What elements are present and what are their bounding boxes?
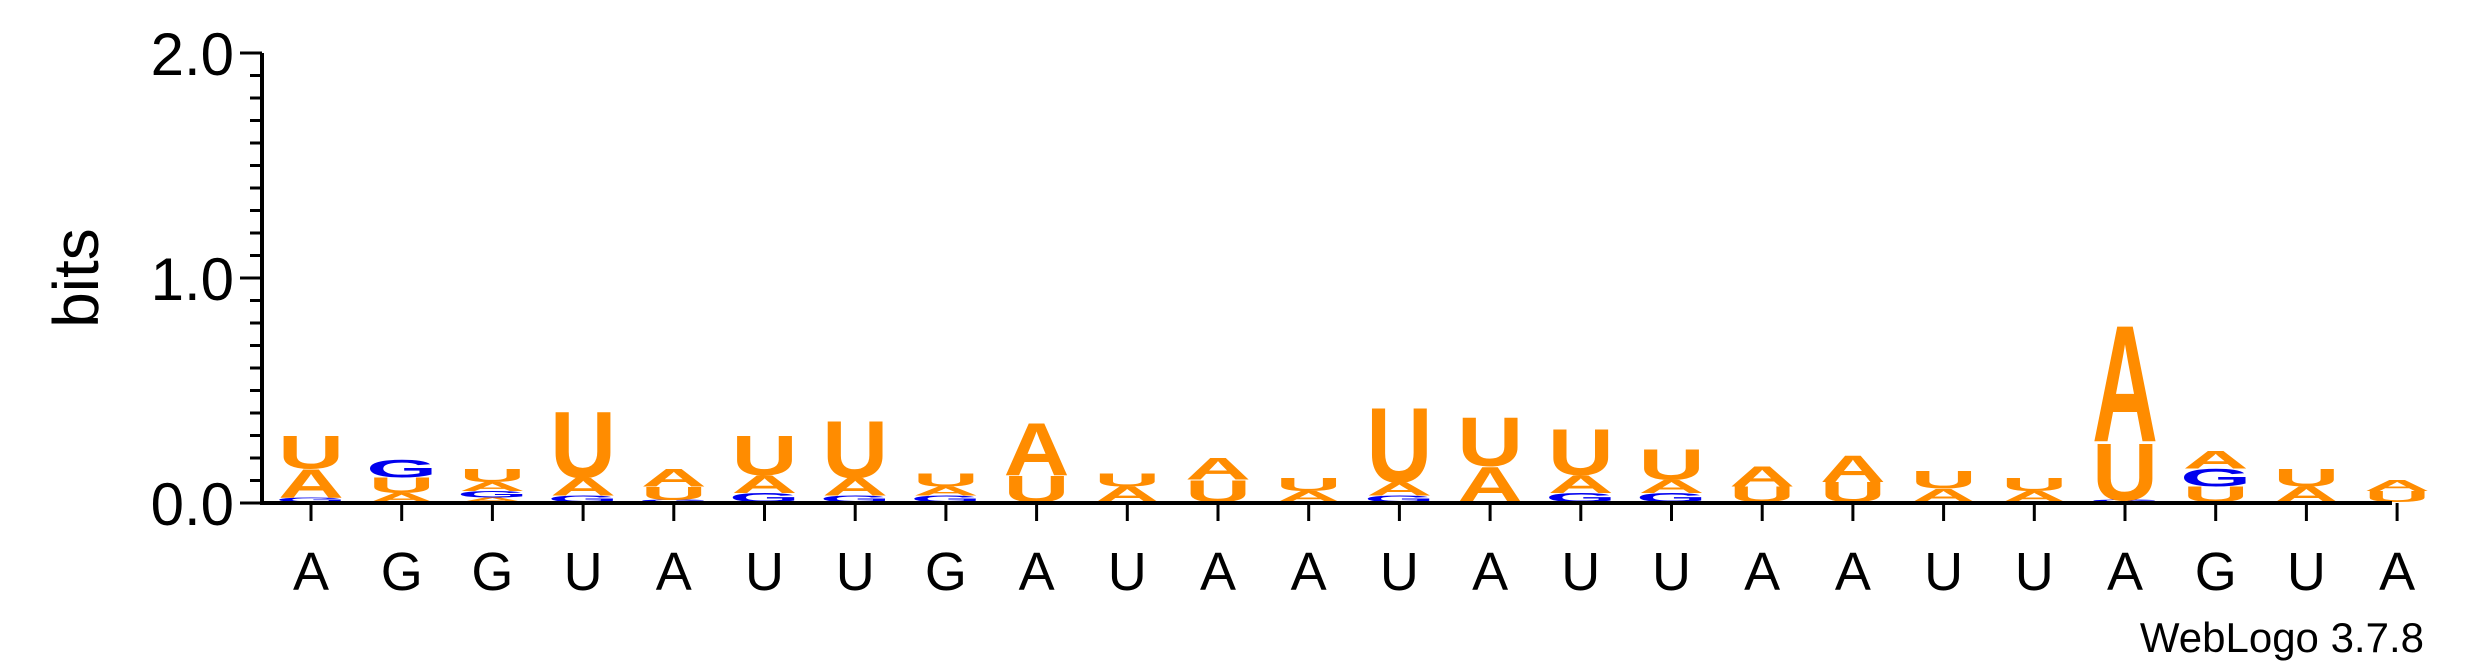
x-tick-label: U xyxy=(2015,542,2054,602)
logo-letter: G xyxy=(2180,464,2251,492)
footer-label: WebLogo 3.7.8 xyxy=(2140,614,2424,661)
logo-letter: A xyxy=(1911,485,1977,506)
logo-letter: U xyxy=(1276,474,1342,495)
logo-letter: A xyxy=(2183,446,2249,474)
logo-letter: U xyxy=(1366,386,1432,505)
logo-letter: U xyxy=(732,424,798,487)
logo-letter: A xyxy=(2364,477,2430,495)
logo-letter: U xyxy=(1548,415,1614,489)
logo-letter: A xyxy=(1639,476,1705,497)
logo-letter: G xyxy=(366,455,437,483)
x-tick-label: A xyxy=(1291,542,1327,602)
x-tick-label: U xyxy=(1652,542,1691,602)
x-tick-label: A xyxy=(1472,542,1508,602)
y-axis-label: bits xyxy=(40,228,112,328)
logo-letter: G xyxy=(910,493,981,504)
logo-letter: A xyxy=(2001,488,2067,506)
logo-letter: U xyxy=(459,465,525,486)
logo-letter: U xyxy=(550,392,616,498)
logo-letter: A xyxy=(1548,470,1614,498)
logo-letter: U xyxy=(1457,404,1523,481)
x-tick-label: A xyxy=(2107,542,2143,602)
logo-letter: A xyxy=(459,479,525,493)
logo-letter: A xyxy=(550,473,616,501)
x-tick-label: A xyxy=(2379,542,2415,602)
y-tick-label: 1.0 xyxy=(151,246,234,313)
x-tick-label: U xyxy=(1924,542,1963,602)
logo-letter: U xyxy=(913,469,979,490)
x-tick-label: U xyxy=(1380,542,1419,602)
x-tick-label: U xyxy=(564,542,603,602)
logo-letter: U xyxy=(822,405,888,496)
y-ticks: 0.0 1.0 2.0 xyxy=(151,21,262,538)
x-tick-label: A xyxy=(1744,542,1780,602)
logo-letter: U xyxy=(2364,488,2430,506)
logo-letter: A xyxy=(1004,406,1070,491)
logo-letter: U xyxy=(2273,464,2339,492)
x-tick-label: A xyxy=(1200,542,1236,602)
logo-letter: U xyxy=(1094,469,1160,490)
logo-letter: G xyxy=(457,489,528,500)
logo-letter: A xyxy=(1366,478,1432,499)
logo-letter: G xyxy=(2090,499,2161,503)
x-tick-label: G xyxy=(2195,542,2237,602)
logo-letter: A xyxy=(2092,291,2158,477)
x-tick-label: A xyxy=(656,542,692,602)
logo-letter: A xyxy=(1820,448,1886,490)
logo-letter: G xyxy=(548,493,619,504)
logo-letter: G xyxy=(820,493,891,504)
logo-letter: G xyxy=(638,499,709,503)
logo-letter: U xyxy=(1911,466,1977,494)
x-tick-label: G xyxy=(381,542,423,602)
logo-letter: U xyxy=(278,426,344,479)
logo-letter: A xyxy=(822,473,888,501)
x-tick-label: A xyxy=(1019,542,1055,602)
logo-letter: U xyxy=(369,473,435,498)
x-tick-label: A xyxy=(293,542,329,602)
x-tick-label: A xyxy=(1835,542,1871,602)
x-tick-label: U xyxy=(2287,542,2326,602)
x-tick-label: G xyxy=(925,542,967,602)
x-tick-label: U xyxy=(745,542,784,602)
x-tick-label: G xyxy=(471,542,513,602)
logo-letter: A xyxy=(1729,461,1795,492)
logo-letter: A xyxy=(1276,488,1342,506)
logo-letter: U xyxy=(641,483,707,504)
logo-letter: U xyxy=(1639,440,1705,489)
x-tick-label: U xyxy=(1561,542,1600,602)
logo-letter: G xyxy=(1364,493,1435,504)
logo-letter: A xyxy=(913,484,979,498)
y-tick-label: 0.0 xyxy=(151,471,234,538)
logo-letter: A xyxy=(459,496,525,503)
logo-letter: U xyxy=(2001,474,2067,495)
x-tick-label: U xyxy=(1108,542,1147,602)
logo-letter: A xyxy=(278,460,344,506)
x-tick-label: U xyxy=(836,542,875,602)
logo-letter: A xyxy=(641,464,707,492)
logo-letter: G xyxy=(276,496,347,503)
y-tick-label: 2.0 xyxy=(151,21,234,88)
logo-letter: A xyxy=(732,470,798,498)
logo-letter: A xyxy=(1185,451,1251,486)
